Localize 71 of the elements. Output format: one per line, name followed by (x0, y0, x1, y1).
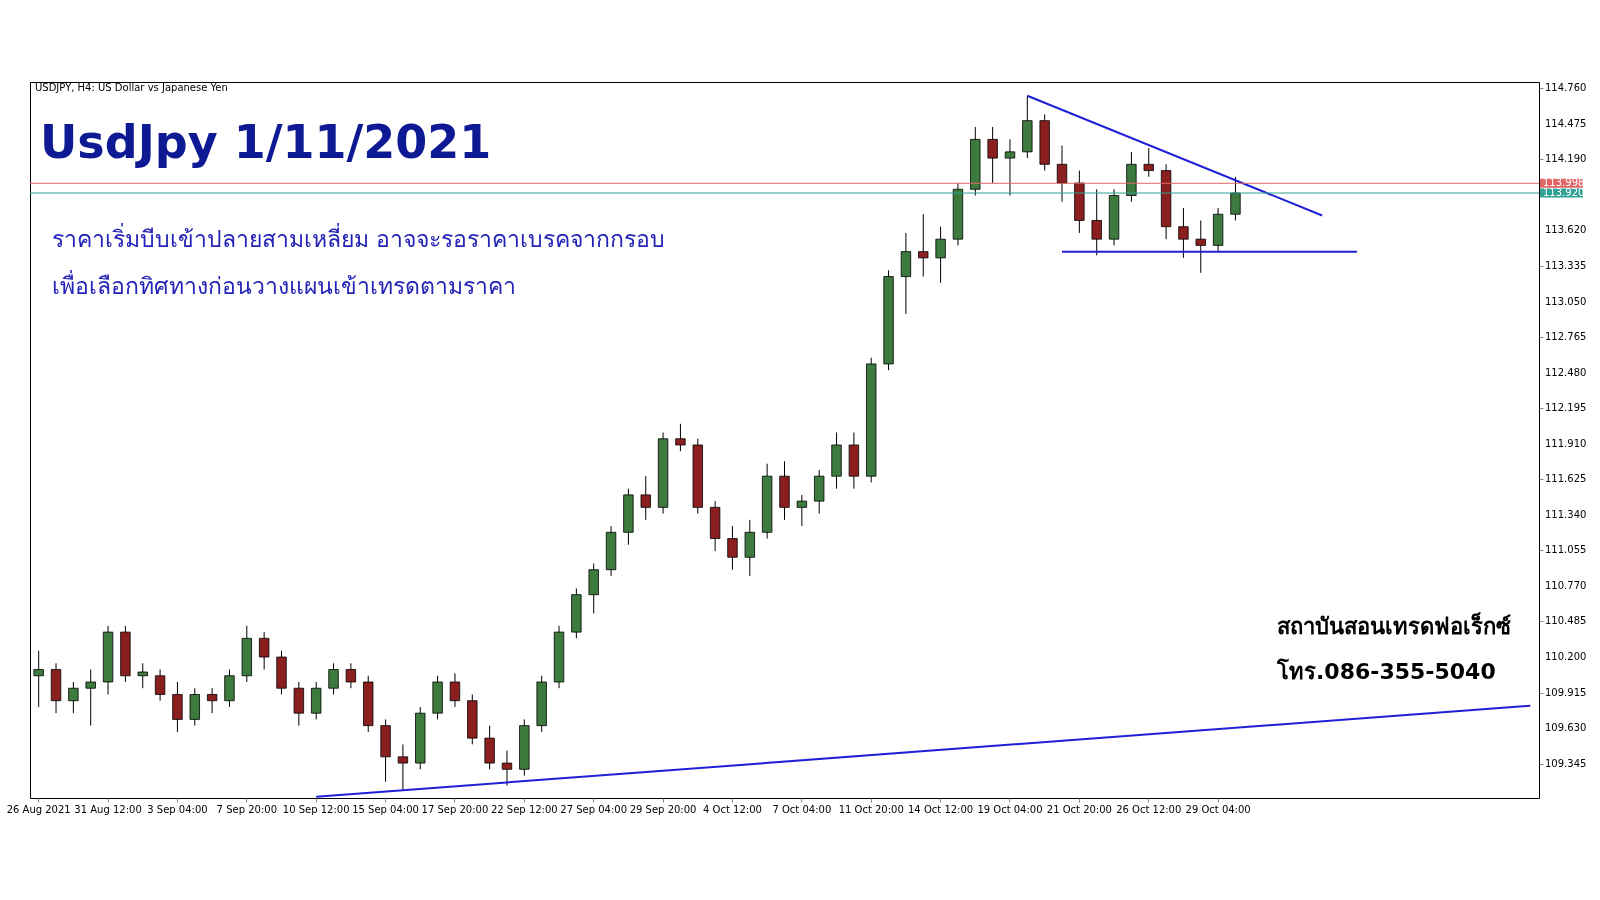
y-tick-label: 109.630 (1545, 722, 1587, 734)
x-tick-label: 27 Sep 04:00 (560, 803, 628, 815)
annotation: โทร.086-355-5040 (1276, 658, 1496, 684)
x-tick-label: 4 Oct 12:00 (703, 803, 762, 815)
candlestick (137, 662, 148, 689)
x-tick-label: 7 Oct 04:00 (772, 803, 832, 815)
x-tick-label: 3 Sep 04:00 (147, 803, 208, 815)
candlestick (987, 126, 998, 184)
candlestick (675, 423, 686, 452)
ref-line-label: 113.998 (1543, 177, 1585, 189)
candlestick (1178, 207, 1189, 259)
y-tick-label: 112.765 (1545, 331, 1587, 343)
candlestick (796, 494, 808, 527)
text: UsdJpy 1/11/2021 (40, 115, 492, 169)
y-tick-label: 112.195 (1545, 402, 1587, 414)
candlestick (1230, 176, 1241, 221)
y-tick-label: 114.475 (1545, 117, 1587, 129)
y-tick-label: 113.620 (1545, 224, 1587, 236)
y-tick-label: 111.625 (1545, 473, 1587, 485)
x-tick-label: 22 Sep 12:00 (490, 803, 558, 815)
x-tick-label: 19 Oct 04:00 (977, 803, 1043, 815)
candlestick (328, 662, 339, 695)
chart-subtitle: USDJPY, H4: US Dollar vs Japanese Yen (35, 82, 228, 93)
candlestick (640, 475, 651, 521)
candlestick (935, 226, 946, 284)
candlestick (258, 631, 270, 671)
y-tick-label: 109.345 (1545, 757, 1587, 769)
x-tick-label: 7 Sep 20:00 (216, 803, 278, 815)
x-tick-label: 29 Oct 04:00 (1185, 803, 1251, 815)
y-tick-label: 111.055 (1545, 544, 1587, 556)
candlestick (345, 662, 357, 689)
candlestick (68, 681, 79, 714)
candlestick (206, 687, 218, 714)
y-tick-label: 109.915 (1545, 686, 1587, 698)
y-tick-label: 111.910 (1545, 437, 1587, 449)
y-tick-label: 112.480 (1545, 366, 1587, 378)
candlestick (1056, 145, 1068, 203)
candlestick (1143, 147, 1154, 178)
x-tick-label: 17 Sep 20:00 (421, 803, 489, 815)
candlestick (85, 669, 96, 727)
y-tick-label: 114.760 (1545, 82, 1587, 94)
annotation: ราคาเริ่มบีบเข้าปลายสามเหลี่ยม อาจจะรอราคาเบรคจากกรอบ (52, 223, 666, 252)
candlestick (501, 750, 513, 787)
x-tick-label: 10 Sep 12:00 (282, 803, 350, 815)
y-tick-label: 110.770 (1545, 579, 1587, 591)
y-tick-label: 111.340 (1545, 508, 1587, 520)
candlestick (154, 669, 166, 702)
annotation: สถาบันสอนเทรดฟอเร็กซ์ (1277, 612, 1511, 639)
x-tick-label: 29 Sep 20:00 (629, 803, 697, 815)
x-tick-label: 26 Aug 2021 (6, 803, 71, 815)
candlestick (1195, 219, 1206, 274)
y-tick-label: 113.335 (1545, 259, 1587, 271)
x-tick-label: 26 Oct 12:00 (1116, 803, 1182, 815)
candlestick (727, 525, 738, 571)
ref-line-label: 113.920 (1543, 187, 1585, 199)
y-tick-label: 114.190 (1545, 153, 1587, 165)
y-tick-label: 110.485 (1545, 615, 1587, 627)
y-tick-label: 110.200 (1545, 651, 1587, 663)
x-tick-label: 31 Aug 12:00 (74, 803, 142, 815)
candlestick (918, 213, 929, 278)
x-tick-label: 11 Oct 20:00 (838, 803, 904, 815)
candlestick (1004, 138, 1016, 197)
x-tick-label: 14 Oct 12:00 (908, 803, 974, 815)
candlestick (33, 650, 44, 708)
y-tick-label: 113.050 (1545, 295, 1587, 307)
candlestick (397, 743, 409, 792)
x-tick-label: 21 Oct 20:00 (1046, 803, 1112, 815)
annotation: เพื่อเลือกทิศทางก่อนวางแผนเข้าเทรดตามราคา (52, 270, 516, 299)
x-tick-label: 15 Sep 04:00 (352, 803, 419, 815)
candlestick (449, 672, 461, 708)
candlestick (1091, 188, 1102, 256)
